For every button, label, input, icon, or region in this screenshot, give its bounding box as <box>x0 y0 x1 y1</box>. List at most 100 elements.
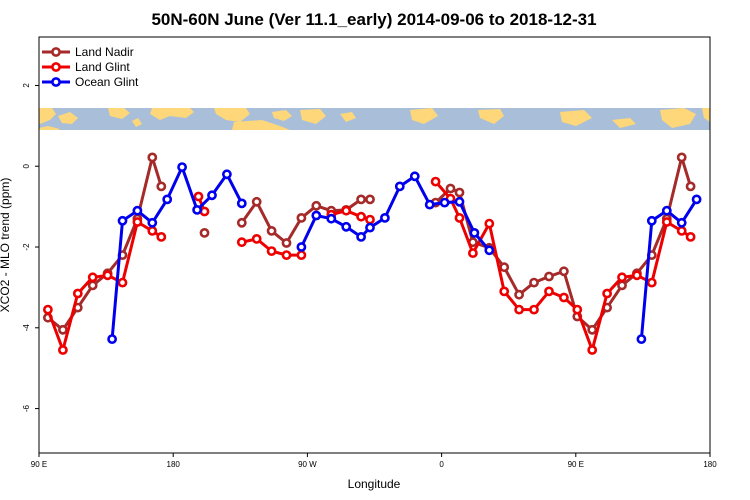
data-point <box>632 270 642 281</box>
data-point <box>58 345 68 355</box>
data-point <box>636 334 647 344</box>
ocean-band <box>39 108 710 130</box>
data-point <box>107 334 117 344</box>
data-point <box>72 288 83 299</box>
land-shape <box>39 126 60 130</box>
series-line <box>434 180 692 352</box>
data-point <box>646 277 657 288</box>
data-point <box>454 187 465 198</box>
map-strip <box>39 108 710 130</box>
data-point <box>281 238 292 248</box>
legend-marker <box>51 77 61 87</box>
data-point <box>529 304 539 315</box>
data-point <box>691 194 702 205</box>
data-point <box>676 217 687 228</box>
data-point <box>162 194 173 205</box>
y-axis: 2 0 -2 -4 -6 <box>22 83 39 412</box>
data-point <box>467 248 478 258</box>
x-tick-label: 180 <box>167 460 181 469</box>
legend-marker <box>51 47 61 57</box>
land-shape <box>300 109 326 124</box>
data-point <box>529 277 539 288</box>
data-point <box>424 199 435 210</box>
data-point <box>147 152 158 163</box>
data-point <box>236 217 247 228</box>
land-shape <box>272 110 292 121</box>
land-shape <box>108 108 130 119</box>
data-point <box>617 272 627 283</box>
data-point <box>685 231 696 242</box>
data-point <box>251 196 262 207</box>
data-point <box>311 200 322 211</box>
land-shape <box>39 108 56 126</box>
data-point <box>156 231 167 242</box>
plot-frame <box>38 36 711 454</box>
data-point <box>58 324 68 335</box>
data-point <box>192 204 202 215</box>
data-point <box>356 211 366 222</box>
land-shape <box>132 118 142 127</box>
y-tick-label: 2 <box>22 83 31 88</box>
data-point <box>147 225 158 236</box>
data-point <box>296 250 307 260</box>
legend-label: Land Nadir <box>75 45 134 59</box>
y-tick-label: 0 <box>22 163 31 168</box>
data-point <box>236 198 247 209</box>
data-point <box>587 345 598 355</box>
data-point <box>544 271 554 282</box>
data-point <box>559 292 569 303</box>
data-point <box>132 205 143 216</box>
y-tick-label: -2 <box>22 243 31 251</box>
data-point <box>514 289 524 300</box>
data-point <box>544 286 554 297</box>
land-shape <box>560 110 592 126</box>
data-point <box>484 218 495 229</box>
land-shape <box>612 118 636 128</box>
x-tick-label: 90 E <box>31 460 47 469</box>
data-point <box>484 245 495 256</box>
data-point <box>236 237 247 248</box>
chart-title: 50N-60N June (Ver 11.1_early) 2014-09-06… <box>151 10 596 29</box>
data-point <box>177 162 187 172</box>
data-point <box>469 227 480 238</box>
legend-label: Ocean Glint <box>75 75 139 89</box>
series-line <box>46 155 163 332</box>
data-point <box>617 280 627 291</box>
x-axis-label: Longitude <box>348 477 401 491</box>
data-point <box>199 206 210 217</box>
data-point <box>514 304 524 315</box>
data-point <box>87 272 98 283</box>
data-point <box>281 250 292 260</box>
land-shape <box>214 108 250 122</box>
data-point <box>356 231 366 242</box>
data-point <box>132 217 143 227</box>
data-point <box>676 152 687 163</box>
data-point <box>676 225 687 236</box>
data-point <box>661 205 672 216</box>
x-axis: 90 E 180 90 W 0 90 E 180 <box>31 453 717 469</box>
legend-marker <box>51 62 61 72</box>
data-point <box>685 181 696 192</box>
data-point <box>430 176 441 187</box>
data-point <box>445 183 456 194</box>
series-line <box>110 165 244 340</box>
data-point <box>251 233 262 244</box>
x-tick-label: 180 <box>703 460 717 469</box>
data-point <box>572 304 583 315</box>
data-point <box>646 215 657 226</box>
data-point <box>102 270 113 281</box>
data-point <box>266 246 277 256</box>
land-shape <box>340 112 356 122</box>
series-ocean-glint <box>107 162 702 344</box>
data-point <box>147 217 158 228</box>
data-point <box>326 213 337 224</box>
land-shape <box>410 108 438 124</box>
y-tick-label: -6 <box>22 404 31 412</box>
data-point <box>409 171 420 182</box>
data-point <box>199 227 210 238</box>
data-point <box>193 191 204 202</box>
data-point <box>87 280 98 291</box>
data-point <box>221 169 232 180</box>
